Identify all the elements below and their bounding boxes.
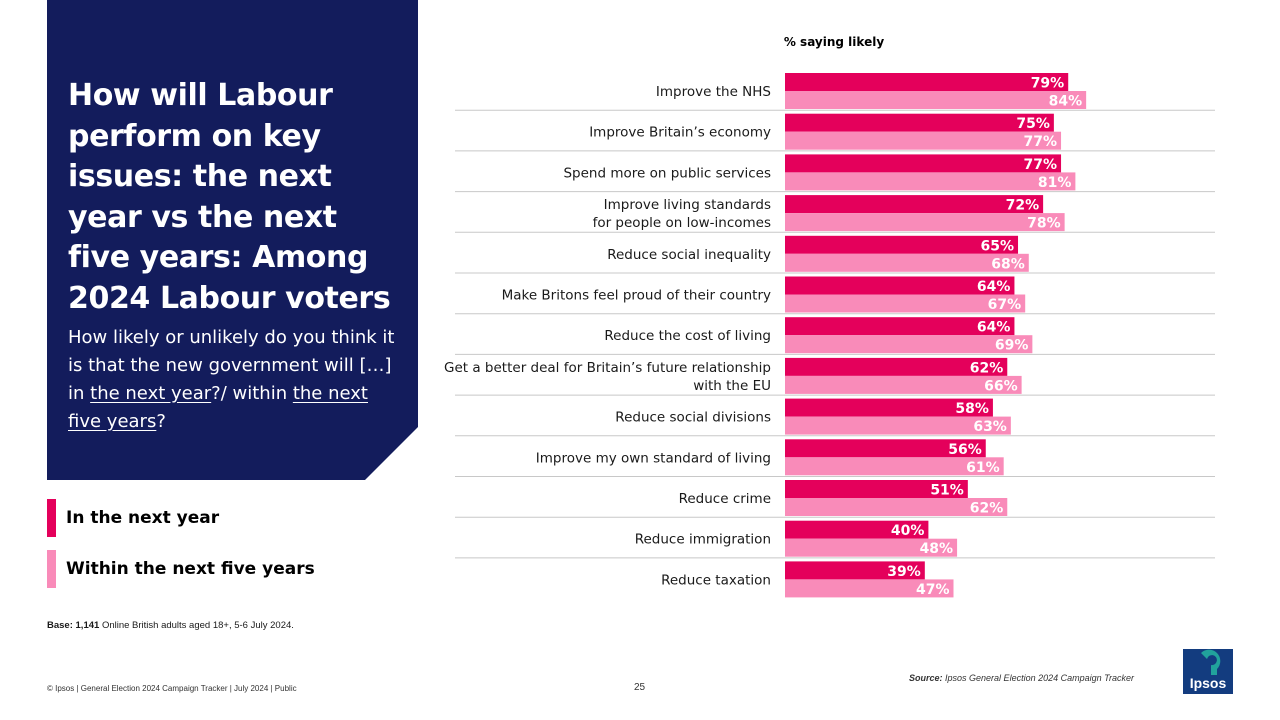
legend-item-five-years: Within the next five years [47,550,315,588]
category-label: Reduce social inequality [607,247,771,263]
footer-text: © Ipsos | General Election 2024 Campaign… [47,684,297,693]
data-label-next-year: 77% [1024,157,1058,173]
bar-next-year [785,357,1008,376]
question-underlined-five-years: the next five years [68,383,368,432]
category-label: Improve living standards [604,197,771,213]
data-label-next-year: 65% [981,238,1015,254]
data-label-five-years: 68% [991,256,1025,272]
question-text-end: ? [156,411,166,432]
bar-next-year [785,235,1019,254]
data-label-five-years: 77% [1024,134,1058,150]
data-label-five-years: 47% [916,582,950,598]
bar-next-year [785,276,1015,295]
category-label: Improve the NHS [656,84,771,100]
category-label: Make Britons feel proud of their country [502,288,771,304]
bar-five-years [785,498,1008,516]
bar-next-year [785,480,968,498]
page-number: 25 [634,682,646,693]
category-label: Spend more on public services [563,165,771,181]
base-text: Online British adults aged 18+, 5-6 July… [101,620,294,631]
bar-five-years [785,416,1011,435]
data-label-next-year: 40% [891,523,925,539]
logo-mark-icon [1201,649,1221,675]
base-note: Base: 1,141 Online British adults aged 1… [47,620,294,631]
legend-label-five-years: Within the next five years [66,559,315,579]
bar-five-years [785,375,1022,394]
legend-label-next-year: In the next year [66,508,220,528]
data-label-next-year: 39% [887,564,921,580]
data-label-next-year: 64% [977,320,1011,336]
bar-next-year [785,439,986,458]
base-label: Base: [47,620,73,631]
category-label: Improve my own standard of living [536,450,771,466]
bar-five-years [785,335,1033,354]
data-label-next-year: 62% [970,360,1004,376]
bar-five-years [785,213,1065,232]
bar-next-year [785,520,929,539]
data-label-next-year: 72% [1006,198,1040,214]
data-label-five-years: 69% [995,338,1029,354]
bar-five-years [785,294,1026,313]
category-label: Reduce crime [679,491,771,507]
title-panel [47,0,418,480]
bar-five-years [785,253,1029,272]
data-label-five-years: 48% [920,541,954,557]
data-label-five-years: 67% [988,297,1022,313]
data-label-five-years: 62% [970,501,1004,517]
question-underlined-next-year: the next year [90,383,212,404]
base-value: 1,141 [75,620,100,631]
data-label-five-years: 78% [1027,216,1061,232]
bar-next-year [785,398,993,417]
legend-item-next-year: In the next year [47,499,219,537]
source-text: Ipsos General Election 2024 Campaign Tra… [945,673,1134,683]
category-label: Reduce social divisions [615,410,771,426]
source-note: Source: Ipsos General Election 2024 Camp… [909,673,1134,683]
chart-title: % saying likely [784,35,884,49]
category-label: Reduce the cost of living [604,328,771,344]
bar-next-year [785,561,925,580]
data-label-next-year: 64% [977,279,1011,295]
bar-next-year [785,195,1044,214]
data-label-next-year: 58% [955,401,989,417]
bar-next-year [785,154,1062,173]
category-label: Improve Britain’s economy [589,125,771,141]
data-label-next-year: 51% [930,483,964,499]
category-label: for people on low-incomes [593,215,771,231]
data-label-five-years: 81% [1038,175,1072,191]
bar-five-years [785,131,1062,150]
bar-five-years [785,91,1087,109]
data-label-five-years: 84% [1049,94,1083,110]
data-label-five-years: 61% [966,460,1000,476]
bar-next-year [785,317,1015,336]
data-label-five-years: 66% [984,378,1018,394]
category-label: with the EU [693,378,771,394]
data-label-next-year: 56% [948,442,982,458]
bar-five-years [785,538,958,557]
page-title: How will Labour perform on key issues: t… [68,78,391,316]
logo-text: Ipsos [1189,675,1227,691]
question-text-start: How likely or unlikely do you think it i… [68,327,395,404]
category-label: Reduce immigration [635,532,771,548]
ipsos-logo: Ipsos [1183,649,1233,694]
data-label-five-years: 63% [973,419,1007,435]
bar-five-years [785,172,1076,191]
bar-next-year [785,113,1054,132]
survey-question: How likely or unlikely do you think it i… [68,324,398,436]
legend-swatch-five-years [47,550,56,588]
category-label: Get a better deal for Britain’s future r… [444,360,771,376]
question-text-middle: ?/ within [211,383,293,404]
bar-five-years [785,457,1004,476]
bar-five-years [785,579,954,598]
legend-swatch-next-year [47,499,56,537]
bar-next-year [785,73,1069,91]
category-label: Reduce taxation [661,572,771,588]
data-label-next-year: 79% [1031,76,1065,92]
source-label: Source: [909,673,943,683]
data-label-next-year: 75% [1016,116,1050,132]
